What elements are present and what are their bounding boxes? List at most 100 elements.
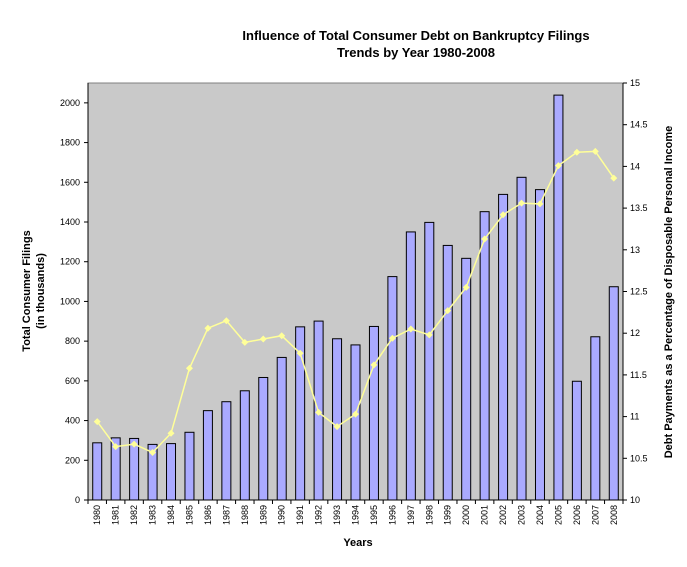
line-point-2005 <box>554 162 562 170</box>
bar-1990 <box>276 356 287 501</box>
y-tick-label: 1600 <box>60 177 80 187</box>
bar-1988 <box>239 390 250 501</box>
bar-1987 <box>221 401 232 501</box>
x-tick-label: 1984 <box>166 505 176 525</box>
line-point-1990 <box>278 332 286 340</box>
x-tick-label: 1983 <box>148 505 158 525</box>
y2-tick-label: 13.5 <box>630 203 648 213</box>
x-tick-label: 1981 <box>111 505 121 525</box>
bar-1994 <box>350 344 361 501</box>
x-tick-label: 1998 <box>424 505 434 525</box>
bar-1985 <box>184 431 195 501</box>
line-point-1995 <box>370 361 378 369</box>
y2-tick-label: 12 <box>630 328 640 338</box>
line-point-1982 <box>130 440 138 448</box>
y-tick-label: 1000 <box>60 296 80 306</box>
line-point-1992 <box>315 408 323 416</box>
bar-1998 <box>424 221 435 501</box>
y-tick-label: 1400 <box>60 217 80 227</box>
line-point-1983 <box>149 448 157 456</box>
y2-axis-title: Debt Payments as a Percentage of Disposa… <box>663 126 675 459</box>
line-point-1998 <box>425 331 433 339</box>
x-tick-label: 2003 <box>517 505 527 525</box>
x-tick-label: 2006 <box>572 505 582 525</box>
x-tick-label: 2004 <box>535 505 545 525</box>
x-axis-title: Years <box>343 537 372 549</box>
line-point-2003 <box>518 199 526 207</box>
line-point-1996 <box>388 334 396 342</box>
x-tick-label: 1980 <box>92 505 102 525</box>
y-tick-label: 2000 <box>60 98 80 108</box>
x-tick-label: 2002 <box>498 505 508 525</box>
x-tick-label: 1987 <box>221 505 231 525</box>
line-point-1999 <box>444 307 452 315</box>
y2-tick-label: 11.5 <box>630 370 647 380</box>
bar-1989 <box>258 376 269 501</box>
x-tick-label: 1993 <box>332 505 342 525</box>
y-tick-label: 1800 <box>60 138 80 148</box>
x-tick-label: 1992 <box>314 505 324 525</box>
bar-2000 <box>461 257 472 501</box>
bar-2003 <box>516 176 527 501</box>
line-point-1981 <box>112 443 120 451</box>
bar-2005 <box>553 94 564 501</box>
x-tick-label: 2007 <box>590 505 600 525</box>
line-point-1991 <box>296 349 304 357</box>
y-tick-label: 200 <box>65 455 80 465</box>
bar-1993 <box>332 338 343 501</box>
bar-1995 <box>368 325 379 501</box>
bar-2002 <box>498 193 509 501</box>
x-tick-label: 1994 <box>351 505 361 525</box>
bar-2004 <box>534 189 545 501</box>
bar-1996 <box>387 276 398 501</box>
line-point-1994 <box>352 410 359 418</box>
y2-tick-label: 15 <box>630 78 640 88</box>
line-point-1986 <box>204 324 212 332</box>
line-point-1988 <box>241 338 249 346</box>
x-tick-label: 1988 <box>240 505 250 525</box>
y2-tick-label: 14 <box>630 161 640 171</box>
line-point-2002 <box>499 211 507 219</box>
x-tick-label: 1986 <box>203 505 213 525</box>
x-tick-label: 1985 <box>184 505 194 525</box>
x-tick-label: 1982 <box>129 505 139 525</box>
y-axis-title-line1: Total Consumer Filings <box>21 230 33 351</box>
line-point-1984 <box>167 429 175 437</box>
y-tick-label: 1200 <box>60 257 80 267</box>
y2-tick-label: 13 <box>630 245 640 255</box>
x-tick-label: 1989 <box>258 505 268 525</box>
bar-1982 <box>129 437 140 501</box>
chart-subtitle: Trends by Year 1980-2008 <box>337 45 495 60</box>
line-point-2001 <box>481 235 489 243</box>
y-axis-title-line2: (in thousands) <box>35 253 47 329</box>
x-tick-label: 2000 <box>461 505 471 525</box>
line-point-2006 <box>573 148 581 156</box>
x-tick-label: 1996 <box>387 505 397 525</box>
line-point-1987 <box>222 317 230 325</box>
chart-title: Influence of Total Consumer Debt on Bank… <box>242 28 589 43</box>
y2-tick-label: 10 <box>630 495 640 505</box>
line-point-2008 <box>610 174 618 182</box>
y-tick-label: 600 <box>65 376 80 386</box>
bar-1997 <box>405 231 416 501</box>
bar-1980 <box>92 442 103 501</box>
bar-1986 <box>202 410 213 501</box>
x-tick-label: 1991 <box>295 505 305 525</box>
line-point-2004 <box>536 200 544 208</box>
line-point-1980 <box>93 418 101 426</box>
line-point-1997 <box>407 325 415 333</box>
x-tick-label: 1997 <box>406 505 416 525</box>
x-tick-label: 1995 <box>369 505 379 525</box>
line-point-2000 <box>462 283 470 291</box>
y-tick-label: 400 <box>65 416 80 426</box>
y-tick-label: 0 <box>75 495 80 505</box>
line-point-1993 <box>333 423 341 431</box>
y-tick-label: 800 <box>65 336 80 346</box>
bar-2006 <box>571 380 582 501</box>
y2-tick-label: 12.5 <box>630 287 648 297</box>
x-tick-label: 1990 <box>277 505 287 525</box>
x-tick-label: 1999 <box>443 505 453 525</box>
line-point-2007 <box>591 147 599 155</box>
x-tick-label: 2005 <box>553 505 563 525</box>
